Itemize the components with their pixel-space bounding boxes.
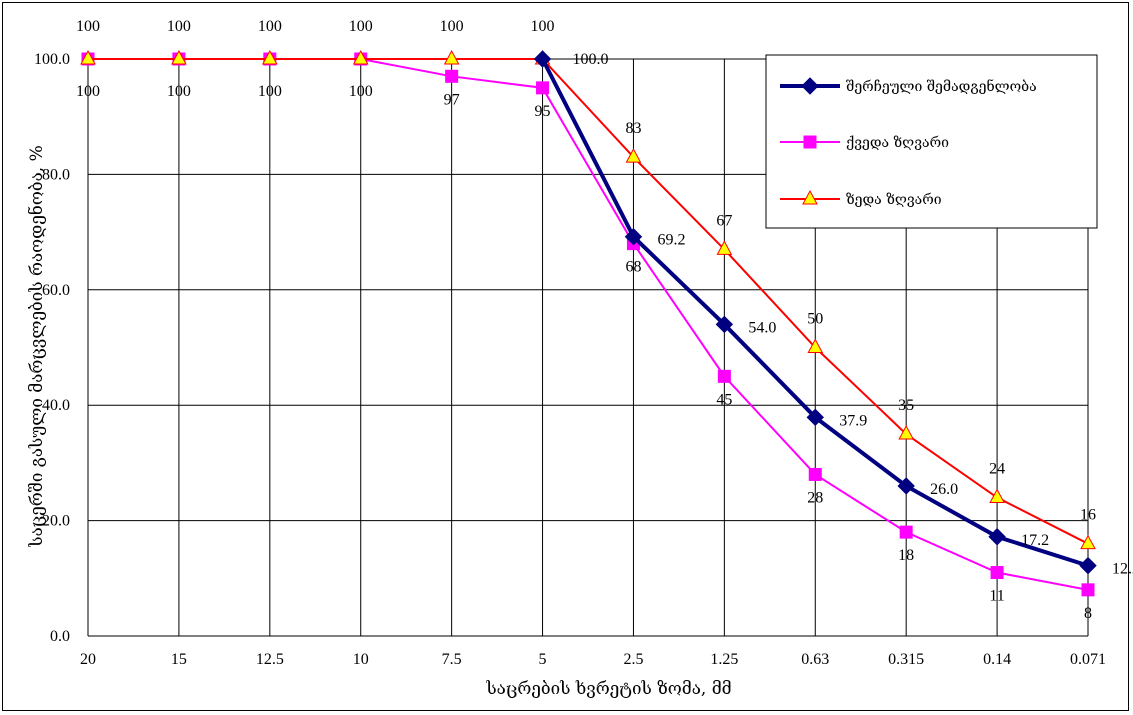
data-point-triangle	[261, 49, 278, 65]
data-label: 100	[167, 18, 191, 35]
data-point-triangle	[716, 240, 733, 255]
data-point-triangle	[625, 148, 642, 163]
legend: შერჩეული შემადგენლობა ქვედა ზღვარი ზედა ზღ…	[765, 54, 1098, 229]
data-label: 18	[898, 547, 914, 564]
data-point-triangle	[80, 49, 96, 65]
x-tick-label: 0.63	[801, 651, 829, 668]
data-point-square	[1081, 583, 1095, 597]
data-point-square	[445, 69, 459, 83]
x-tick-label: 10	[353, 651, 369, 668]
x-tick-label: 12.5	[256, 651, 284, 668]
data-point-square	[717, 369, 731, 383]
data-point-diamond	[533, 50, 552, 68]
data-label: 100	[349, 83, 373, 100]
y-tick-label: 60.0	[42, 282, 70, 299]
data-point-triangle	[807, 338, 824, 353]
data-point-triangle	[898, 424, 915, 440]
tick-labels: 20 15 12.5 10 7.5 5 2.5 1.25 0.63 0.315 0.14 0.071 0…	[34, 51, 1106, 668]
data-point-diamond	[715, 315, 734, 334]
legend-label: ზედა ზღვარი	[846, 191, 942, 208]
data-label: 100	[349, 18, 373, 35]
data-label: 35	[898, 397, 914, 414]
x-tick-label: 5	[539, 651, 547, 668]
y-tick-label: 0.0	[50, 628, 70, 645]
x-tick-label: 0.14	[983, 651, 1011, 668]
data-point-triangle	[443, 49, 460, 65]
x-tick-label: 0.071	[1070, 651, 1106, 668]
y-tick-label: 100.0	[34, 51, 70, 68]
data-label: 100	[440, 18, 464, 35]
data-label: 95	[535, 103, 551, 120]
data-label: 54.0	[748, 319, 776, 336]
data-point-square	[899, 525, 913, 539]
data-point-square	[808, 467, 822, 481]
x-axis-title: საცრების ხვრეტის ზომა, მმ	[485, 679, 731, 699]
data-point-diamond	[1079, 556, 1097, 575]
legend-label: ქვედა ზღვარი	[846, 134, 949, 151]
data-label: 16	[1080, 507, 1096, 524]
data-label: 17.2	[1021, 532, 1049, 549]
data-label: 100.0	[573, 51, 609, 68]
y-tick-label: 40.0	[42, 397, 70, 414]
x-tick-label: 15	[171, 651, 187, 668]
data-label: 45	[716, 391, 732, 408]
data-label: 69.2	[657, 232, 685, 249]
data-point-triangle	[171, 49, 187, 65]
series-layer	[80, 49, 1097, 597]
data-label: 24	[989, 461, 1005, 478]
data-point-square	[536, 81, 550, 95]
x-tick-label: 0.315	[888, 651, 924, 668]
data-point-triangle	[352, 49, 369, 65]
data-point-diamond	[897, 477, 915, 495]
data-label: 100	[258, 83, 282, 100]
x-tick-label: 1.25	[710, 651, 738, 668]
data-label: 26.0	[930, 481, 958, 498]
data-labels: 100.0 69.2 54.0 37.9 26.0 17.2 12.2 100 100 100 10…	[76, 18, 1133, 622]
data-label: 50	[807, 311, 823, 328]
y-tick-label: 20.0	[42, 513, 70, 530]
data-label: 28	[807, 489, 823, 506]
data-point-diamond	[806, 408, 824, 427]
data-point-triangle	[802, 189, 818, 205]
data-point-diamond	[624, 228, 643, 246]
data-label: 11	[989, 588, 1004, 605]
data-label: 100	[531, 18, 555, 35]
legend-label: შერჩეული შემადგენლობა	[846, 77, 1037, 95]
x-tick-label: 20	[80, 651, 96, 668]
data-label: 12.2	[1112, 561, 1133, 578]
data-label: 97	[444, 91, 460, 108]
data-point-triangle	[989, 488, 1005, 504]
data-label: 67	[716, 212, 732, 229]
series-line	[88, 58, 1089, 545]
data-label: 100	[76, 83, 100, 100]
data-point-square	[803, 135, 817, 149]
x-tick-label: 2.5	[623, 651, 643, 668]
data-label: 100	[258, 18, 282, 35]
data-point-diamond	[801, 77, 819, 95]
data-point-square	[990, 566, 1004, 580]
x-tick-label: 7.5	[442, 651, 462, 668]
y-tick-label: 80.0	[42, 166, 70, 183]
y-axis-title: საცერში გასული მარცვლების რაოდენობა, %	[27, 145, 47, 547]
data-point-diamond	[988, 528, 1006, 546]
data-label: 100	[167, 83, 191, 100]
data-label: 68	[625, 259, 641, 276]
data-label: 83	[625, 120, 641, 137]
data-label: 8	[1084, 605, 1092, 622]
data-label: 37.9	[839, 412, 867, 429]
data-label: 100	[76, 18, 100, 35]
data-point-triangle	[1080, 534, 1096, 550]
